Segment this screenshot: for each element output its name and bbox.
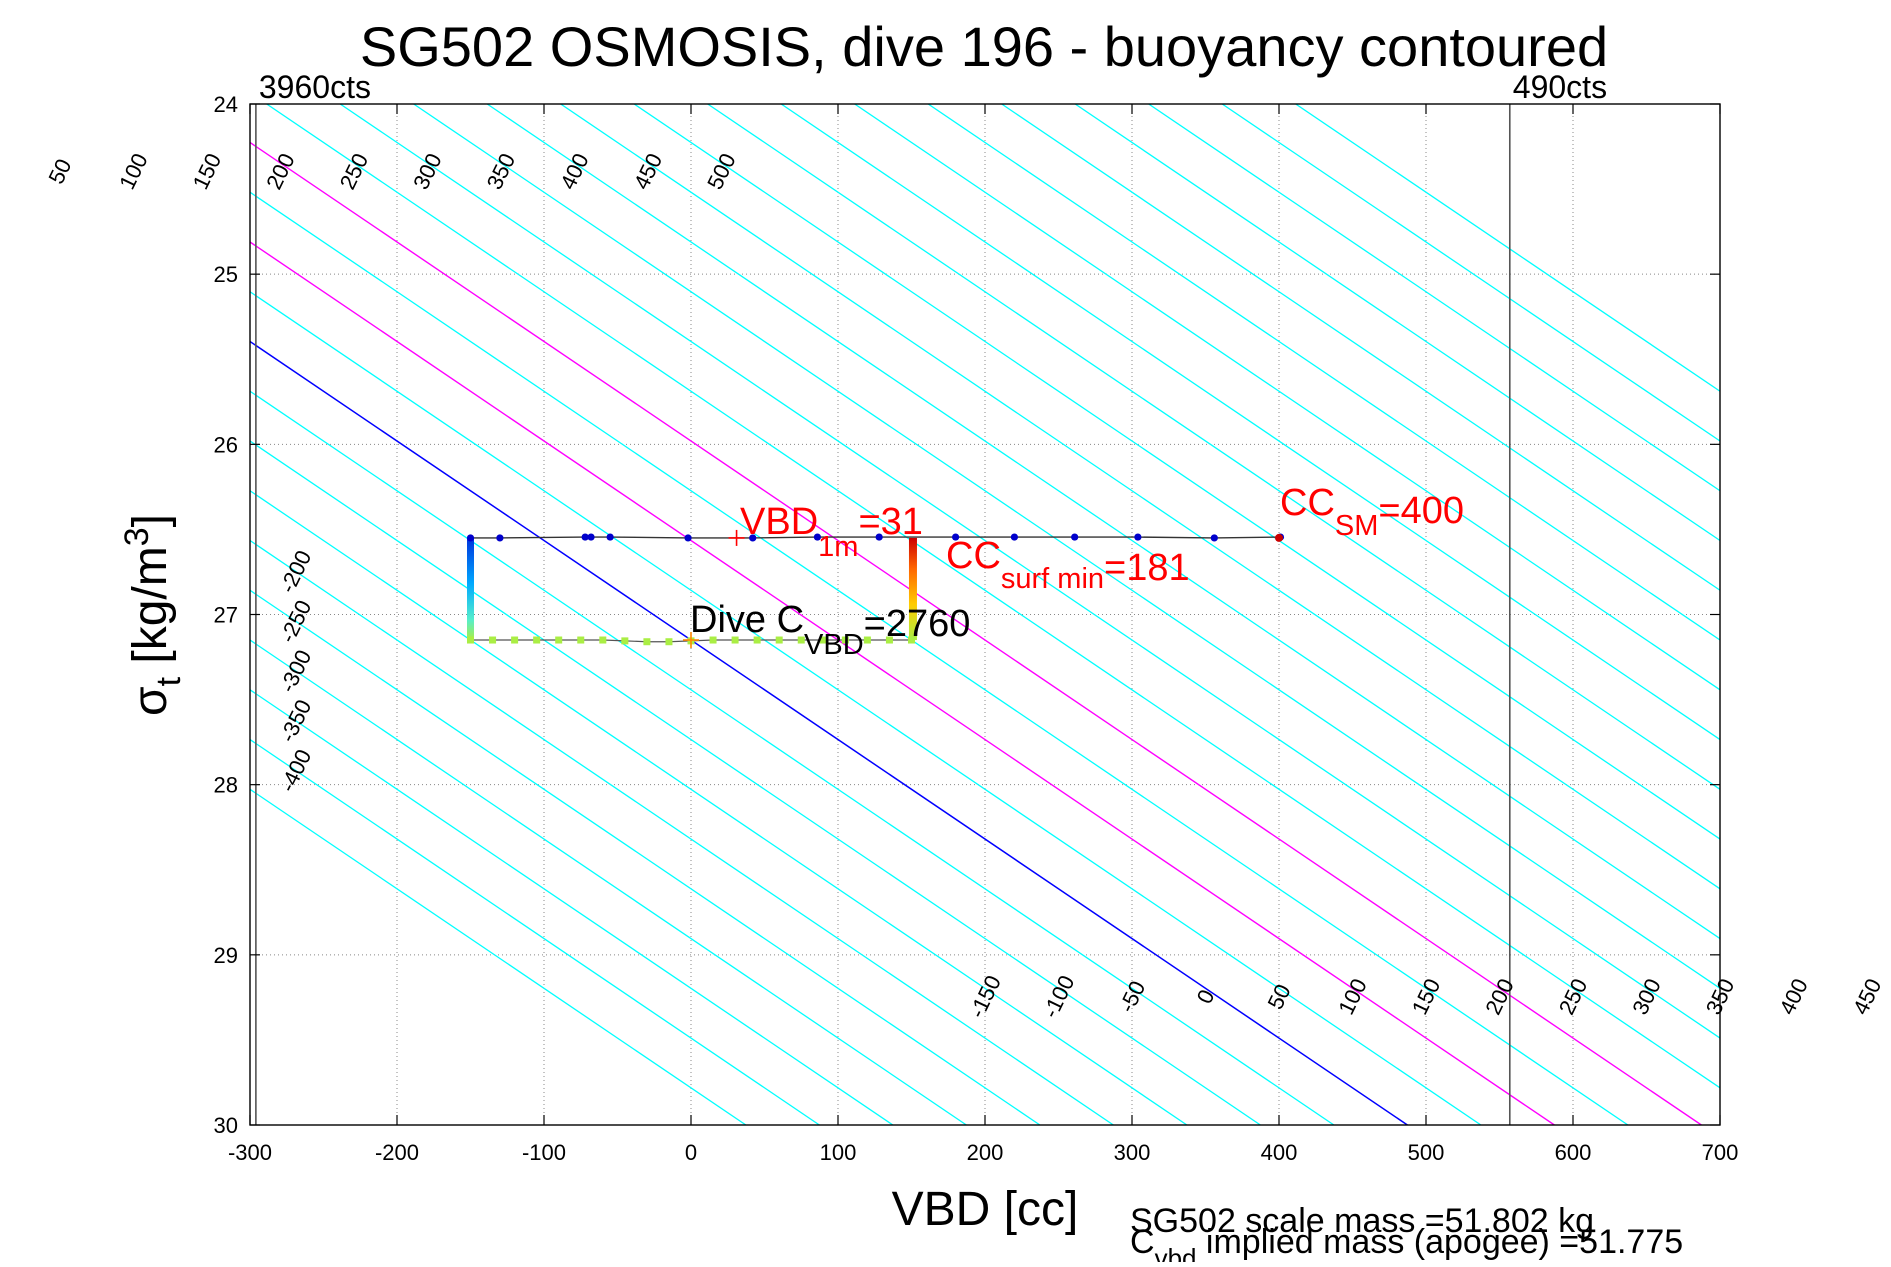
contour-label-top: 200 [261, 149, 300, 193]
contour-line [1296, 104, 1891, 1125]
contour-label-bottom: 200 [1480, 975, 1519, 1019]
contour-label-bottom: 250 [1554, 975, 1593, 1019]
apogee-marker [489, 637, 496, 644]
contour-label-left: -400 [275, 745, 317, 796]
apogee-marker [555, 637, 562, 644]
x-tick-label: 400 [1261, 1140, 1298, 1165]
contour-label-left: -300 [275, 646, 317, 697]
contour-label-top: 350 [482, 149, 521, 193]
y-tick-label: 30 [214, 1113, 238, 1138]
contour-line [267, 104, 1775, 1125]
contour-label-bottom: 300 [1627, 975, 1666, 1019]
surface-marker [1011, 533, 1018, 540]
contour-label-bottom: 150 [1407, 975, 1446, 1019]
contour-label-bottom: 50 [1262, 980, 1295, 1013]
contour-label-top: 50 [43, 155, 76, 188]
contour-label-top: 400 [555, 149, 594, 193]
x-tick-label: 300 [1114, 1140, 1151, 1165]
contour-label-top: 250 [335, 149, 374, 193]
y-tick-label: 24 [214, 92, 238, 117]
chart-title: SG502 OSMOSIS, dive 196 - buoyancy conto… [360, 15, 1608, 78]
x-tick-label: 0 [685, 1140, 697, 1165]
contour-label-left: -350 [275, 696, 317, 747]
apogee-marker [533, 637, 540, 644]
x-axis-label: VBD [cc] [892, 1183, 1079, 1236]
cc-sm-annotation: CCSM=400 [1280, 482, 1464, 542]
y-tick-label: 26 [214, 432, 238, 457]
x-tick-label: -100 [522, 1140, 566, 1165]
dive-path-descent [467, 538, 474, 640]
surface-marker [587, 533, 594, 540]
surface-marker [1134, 533, 1141, 540]
contour-label-bottom: -50 [1114, 977, 1150, 1017]
special-point [1275, 534, 1283, 542]
contour-label-top: 300 [408, 149, 447, 193]
contour-label-top: 450 [629, 149, 668, 193]
y-tick-label: 25 [214, 262, 238, 287]
contour-line [414, 104, 1891, 1125]
contour-line [1149, 104, 1891, 1125]
surface-marker [684, 534, 691, 541]
contour-label-top: 100 [114, 149, 153, 193]
x-tick-label: 600 [1555, 1140, 1592, 1165]
y-tick-label: 27 [214, 603, 238, 628]
apogee-marker [665, 638, 672, 645]
surface-marker [496, 534, 503, 541]
cc-surf-min-annotation: CCsurf min=181 [946, 535, 1190, 595]
contour-label-top: 150 [188, 149, 227, 193]
contour-line [1075, 104, 1891, 1125]
x-tick-label: 100 [820, 1140, 857, 1165]
x-tick-label: -200 [375, 1140, 419, 1165]
contour-label-bottom: 400 [1774, 975, 1813, 1019]
contour-label-left: -200 [275, 546, 317, 597]
apogee-marker [577, 637, 584, 644]
x-tick-label: 700 [1702, 1140, 1739, 1165]
y-tick-label: 28 [214, 773, 238, 798]
implied-mass-footer: Cvbd implied mass (apogee) =51.775 [1130, 1223, 1683, 1262]
contour-line [928, 104, 1891, 1125]
count-limit-label: 3960cts [259, 69, 371, 105]
vbd-1m-annotation: VBD1m=31 [740, 501, 923, 563]
apogee-marker [467, 637, 474, 644]
contour-labels: -150-100-5005010015020025030035040045050… [0, 146, 1891, 1022]
surface-marker [1211, 534, 1218, 541]
surface-marker [1071, 533, 1078, 540]
x-tick-label: 200 [967, 1140, 1004, 1165]
surface-marker [607, 533, 614, 540]
y-tick-label: 29 [214, 943, 238, 968]
surface-marker [467, 534, 474, 541]
contour-label-bottom: 450 [1848, 975, 1887, 1019]
contour-label-left: -250 [275, 596, 317, 647]
contour-label-bottom: 100 [1333, 975, 1372, 1019]
apogee-marker [511, 637, 518, 644]
count-limit-label: 490cts [1513, 69, 1607, 105]
apogee-marker [599, 637, 606, 644]
x-tick-label: 500 [1408, 1140, 1445, 1165]
apogee-marker [621, 637, 628, 644]
y-axis-label: σt [kg/m3] [118, 514, 188, 716]
x-tick-label: -300 [228, 1140, 272, 1165]
apogee-marker [643, 638, 650, 645]
contour-label-top: 500 [702, 149, 741, 193]
